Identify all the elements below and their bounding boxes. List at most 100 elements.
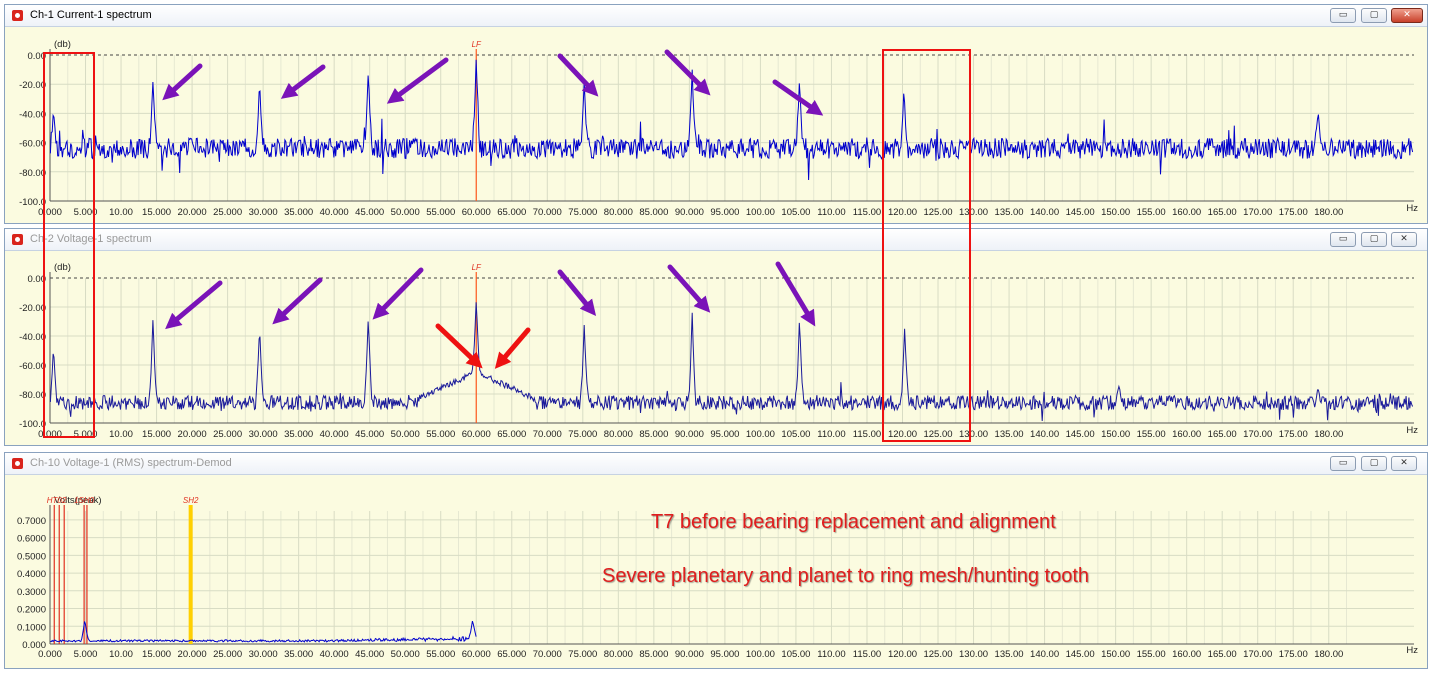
- x-tick-label: 50.000: [391, 429, 420, 440]
- x-tick-label: 145.00: [1066, 207, 1095, 218]
- x-tick-label: 50.000: [391, 649, 420, 660]
- x-tick-label: 45.000: [355, 429, 384, 440]
- x-tick-label: 95.000: [710, 207, 739, 218]
- frequency-marker-label: SH2: [183, 496, 199, 505]
- x-tick-label: 135.00: [995, 649, 1024, 660]
- x-tick-label: 175.00: [1279, 649, 1308, 660]
- x-tick-label: 90.000: [675, 429, 704, 440]
- x-tick-label: 65.000: [497, 649, 526, 660]
- x-tick-label: 145.00: [1066, 429, 1095, 440]
- x-tick-label: 10.00: [109, 649, 133, 660]
- x-tick-label: 155.00: [1137, 207, 1166, 218]
- y-tick-label: 0.6000: [17, 534, 46, 545]
- restore-button[interactable]: ▢: [1361, 8, 1387, 23]
- close-button[interactable]: ✕: [1391, 456, 1417, 471]
- x-tick-label: 25.000: [213, 429, 242, 440]
- x-tick-label: 35.000: [284, 429, 313, 440]
- x-tick-label: 145.00: [1066, 649, 1095, 660]
- x-tick-label: 35.000: [284, 207, 313, 218]
- y-tick-label: -20.00: [19, 303, 46, 314]
- app-logo-icon: [12, 234, 23, 245]
- panel-titlebar[interactable]: Ch-2 Voltage-1 spectrum ▭ ▢ ✕: [5, 229, 1427, 251]
- x-tick-label: 0.000: [38, 429, 62, 440]
- spectrum-chart-demod: 0.000 0.1000 0.2000 0.3000 0.4000 0.5000 0.600…: [17, 495, 1418, 660]
- frequency-marker-label: LF: [472, 263, 482, 272]
- y-axis-label: (db): [54, 39, 71, 50]
- x-tick-label: 75.000: [568, 429, 597, 440]
- x-tick-label: 10.00: [109, 429, 133, 440]
- panel-titlebar[interactable]: Ch-10 Voltage-1 (RMS) spectrum-Demod ▭ ▢…: [5, 453, 1427, 475]
- spectrum-panel-current: Ch-1 Current-1 spectrum ▭ ▢ ✕ 0.00 -20.00…: [4, 4, 1428, 224]
- x-tick-label: 70.000: [533, 649, 562, 660]
- x-tick-label: 70.000: [533, 429, 562, 440]
- frequency-marker-label: 2: [61, 496, 67, 505]
- x-tick-label: 140.00: [1030, 207, 1059, 218]
- x-tick-label: 80.000: [604, 429, 633, 440]
- y-tick-label: -100.0: [19, 197, 46, 208]
- x-unit-label: Hz: [1406, 645, 1418, 656]
- x-tick-label: 60.000: [462, 649, 491, 660]
- x-tick-label: 85.000: [639, 207, 668, 218]
- x-tick-label: 130.00: [959, 207, 988, 218]
- x-tick-label: 30.000: [249, 207, 278, 218]
- annotation-title: T7 before bearing replacement and alignm…: [651, 511, 1056, 533]
- minimize-button[interactable]: ▭: [1330, 8, 1356, 23]
- x-tick-label: 25.000: [213, 649, 242, 660]
- restore-button[interactable]: ▢: [1361, 456, 1387, 471]
- y-tick-label: -80.00: [19, 390, 46, 401]
- x-tick-label: 150.00: [1101, 429, 1130, 440]
- x-tick-label: 65.000: [497, 429, 526, 440]
- x-tick-label: 5.000: [74, 207, 98, 218]
- x-tick-label: 20.000: [178, 429, 207, 440]
- x-tick-label: 90.000: [675, 649, 704, 660]
- x-tick-label: 150.00: [1101, 649, 1130, 660]
- x-tick-label: 80.000: [604, 207, 633, 218]
- x-tick-label: 45.000: [355, 649, 384, 660]
- restore-button[interactable]: ▢: [1361, 232, 1387, 247]
- x-tick-label: 160.00: [1172, 207, 1201, 218]
- x-tick-label: 5.000: [74, 429, 98, 440]
- x-tick-label: 155.00: [1137, 429, 1166, 440]
- x-tick-label: 170.00: [1243, 429, 1272, 440]
- x-tick-label: 155.00: [1137, 649, 1166, 660]
- x-tick-label: 20.000: [178, 207, 207, 218]
- x-tick-label: 65.000: [497, 207, 526, 218]
- x-tick-label: 115.00: [853, 429, 881, 440]
- x-tick-label: 100.00: [746, 207, 775, 218]
- spectrum-chart-voltage: 0.00 -20.00 -40.00 -60.00 -80.00 -100.00.000 5…: [19, 262, 1418, 440]
- x-tick-label: 130.00: [959, 649, 988, 660]
- x-tick-label: 105.00: [781, 207, 810, 218]
- frequency-marker-label: LF: [472, 40, 482, 49]
- x-unit-label: Hz: [1406, 425, 1418, 436]
- x-tick-label: 165.00: [1208, 429, 1237, 440]
- panel-titlebar[interactable]: Ch-1 Current-1 spectrum ▭ ▢ ✕: [5, 5, 1427, 27]
- minimize-button[interactable]: ▭: [1330, 456, 1356, 471]
- x-tick-label: 115.00: [853, 649, 881, 660]
- x-tick-label: 100.00: [746, 649, 775, 660]
- x-tick-label: 95.000: [710, 429, 739, 440]
- x-tick-label: 30.000: [249, 649, 278, 660]
- x-tick-label: 75.000: [568, 649, 597, 660]
- close-button[interactable]: ✕: [1391, 232, 1417, 247]
- x-tick-label: 15.000: [142, 207, 171, 218]
- panel-title: Ch-10 Voltage-1 (RMS) spectrum-Demod: [30, 457, 232, 469]
- x-tick-label: 55.000: [426, 429, 455, 440]
- x-tick-label: 165.00: [1208, 649, 1237, 660]
- spectrum-chart-current: 0.00 -20.00 -40.00 -60.00 -80.00 -100.00.000 5…: [19, 39, 1418, 218]
- x-tick-label: 20.000: [178, 649, 207, 660]
- close-button[interactable]: ✕: [1391, 8, 1423, 23]
- x-tick-label: 5.000: [74, 649, 98, 660]
- x-tick-label: 175.00: [1279, 207, 1308, 218]
- y-tick-label: 0.4000: [17, 569, 46, 580]
- y-axis-label: Volts(peak): [54, 495, 102, 506]
- x-tick-label: 100.00: [746, 429, 775, 440]
- y-tick-label: -40.00: [19, 332, 46, 343]
- minimize-button[interactable]: ▭: [1330, 232, 1356, 247]
- x-tick-label: 110.00: [817, 649, 845, 660]
- x-tick-label: 125.00: [923, 207, 952, 218]
- x-tick-label: 15.000: [142, 429, 171, 440]
- y-tick-label: -20.00: [19, 80, 46, 91]
- app-logo-icon: [12, 458, 23, 469]
- x-tick-label: 55.000: [426, 649, 455, 660]
- x-tick-label: 10.00: [109, 207, 133, 218]
